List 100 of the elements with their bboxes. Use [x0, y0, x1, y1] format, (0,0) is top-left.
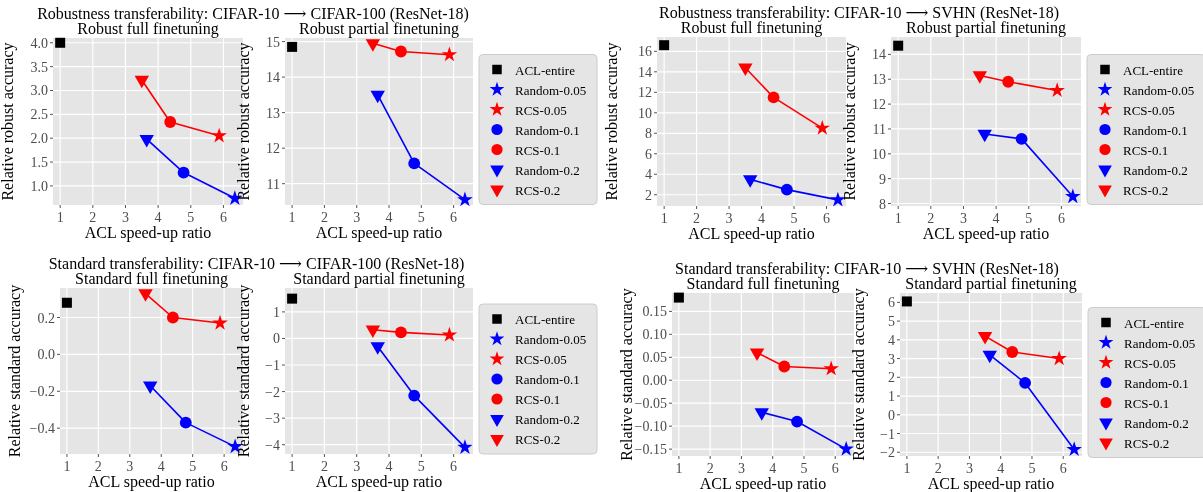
x-tick-label: 3 — [965, 461, 973, 476]
point — [441, 326, 458, 342]
x-tick-label: 4 — [997, 461, 1005, 476]
point — [408, 157, 421, 170]
y-axis-title: Relative standard accuracy — [235, 284, 253, 458]
y-tick-label: −2 — [880, 445, 895, 461]
x-tick-label: 1 — [288, 210, 296, 225]
y-tick-label: −0.4 — [29, 421, 55, 437]
legend-label: Random-0.1 — [515, 122, 580, 138]
y-tick-label: −1 — [265, 358, 280, 374]
y-tick-label: 12 — [638, 85, 652, 101]
legend-label: RCS-0.05 — [515, 352, 567, 367]
y-tick-label: −4 — [265, 437, 280, 453]
x-tick-label: 3 — [121, 210, 129, 225]
x-tick-label: 5 — [417, 459, 425, 474]
point — [138, 289, 153, 302]
x-tick-label: 1 — [63, 459, 71, 474]
point — [778, 360, 791, 373]
legend-label: Random-0.1 — [1124, 375, 1189, 391]
y-tick-label: 8 — [645, 126, 652, 142]
point — [1002, 75, 1015, 88]
point — [212, 314, 228, 330]
x-tick-label: 5 — [187, 210, 195, 225]
y-tick-label: 0.15 — [642, 304, 667, 320]
point — [1049, 82, 1065, 98]
y-tick-label: 3 — [888, 351, 895, 367]
x-tick-label: 2 — [89, 210, 97, 225]
y-tick-label: 3.5 — [30, 59, 48, 75]
y-tick-label: −1 — [880, 426, 895, 442]
y-tick-label: 12 — [266, 141, 280, 157]
x-tick-label: 5 — [189, 459, 197, 474]
y-tick-label: 4.0 — [30, 35, 48, 51]
point — [659, 40, 670, 51]
x-tick-label: 2 — [94, 459, 102, 474]
y-tick-label: −2 — [265, 384, 280, 400]
x-axis-title: ACL speed-up ratio — [699, 475, 827, 492]
y-tick-label: 12 — [872, 97, 886, 113]
y-tick-label: 13 — [266, 105, 280, 121]
x-tick-label: 2 — [693, 211, 701, 226]
legend-label: ACL-entire — [515, 312, 576, 327]
y-tick-label: 14 — [266, 70, 280, 86]
x-tick-label: 1 — [903, 461, 911, 476]
point — [673, 292, 684, 303]
y-axis-title: Relative robust accuracy — [603, 42, 621, 201]
y-tick-label: 1.5 — [30, 155, 48, 171]
legend-label: Random-0.1 — [515, 372, 580, 387]
y-tick-label: 8 — [879, 196, 886, 212]
x-tick-label: 1 — [288, 459, 296, 474]
point — [1051, 350, 1067, 366]
chart-subtitle: Robust partial finetuning — [299, 20, 459, 38]
x-axis-title: ACL speed-up ratio — [688, 225, 815, 243]
point — [166, 311, 179, 324]
x-tick-label: 1 — [675, 461, 683, 476]
point — [814, 119, 831, 135]
legend-label: Random-0.2 — [515, 412, 580, 427]
y-tick-label: 3.0 — [30, 83, 48, 99]
y-tick-label: 0.00 — [642, 373, 667, 389]
x-tick-label: 4 — [157, 459, 165, 474]
y-tick-label: 2.0 — [30, 131, 48, 147]
legend-label: RCS-0.1 — [1123, 142, 1169, 158]
y-tick-label: 0.2 — [37, 310, 55, 326]
y-tick-label: 0.10 — [642, 327, 667, 343]
legend-label: RCS-0.1 — [515, 142, 561, 158]
y-tick-label: −0.15 — [634, 442, 667, 458]
y-tick-label: 14 — [638, 64, 652, 80]
x-tick-label: 4 — [758, 211, 766, 226]
y-tick-label: 10 — [872, 146, 886, 162]
x-tick-label: 5 — [1028, 461, 1036, 476]
x-axis-title: ACL speed-up ratio — [88, 473, 215, 491]
y-tick-label: 2 — [888, 370, 895, 386]
point — [1006, 346, 1019, 358]
x-tick-label: 3 — [725, 211, 733, 226]
point — [977, 331, 993, 345]
point — [982, 350, 997, 364]
y-tick-label: 6 — [645, 146, 652, 162]
y-tick-label: 13 — [872, 72, 886, 88]
legend-label: RCS-0.1 — [1124, 395, 1170, 411]
point — [1019, 377, 1031, 389]
point — [55, 37, 66, 48]
y-axis-title: Relative standard accuracy — [850, 288, 868, 461]
legend-label: RCS-0.2 — [1123, 182, 1169, 198]
legend-label: Random-0.05 — [1123, 82, 1195, 98]
legend-label: ACL-entire — [1123, 62, 1184, 78]
point — [287, 293, 298, 304]
legend-label: RCS-0.2 — [515, 182, 561, 198]
x-tick-label: 5 — [417, 210, 425, 225]
x-axis-title: ACL speed-up ratio — [922, 225, 1050, 243]
chart-title: Standard transferability: CIFAR-10 ⟶ SVHN (ResNet-18) — [675, 260, 1059, 278]
x-tick-label: 6 — [1059, 461, 1067, 476]
point — [408, 389, 421, 402]
x-tick-label: 3 — [353, 459, 361, 474]
y-tick-label: 16 — [638, 44, 652, 60]
x-tick-label: 2 — [320, 210, 328, 225]
point — [179, 416, 192, 429]
y-tick-label: 6 — [888, 295, 895, 311]
y-axis-title: Relative robust accuracy — [235, 42, 253, 201]
y-tick-label: −0.10 — [634, 419, 667, 435]
y-tick-label: 0 — [273, 331, 280, 347]
y-tick-label: 2.5 — [30, 107, 48, 123]
x-tick-label: 6 — [1057, 211, 1065, 226]
